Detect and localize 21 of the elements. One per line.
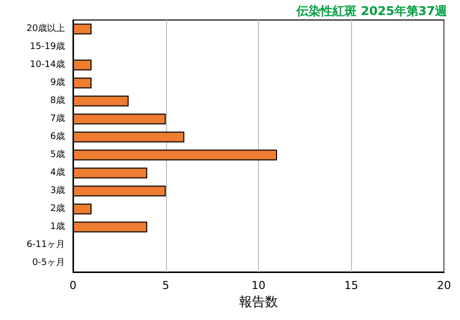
y-tick-label: 6歳	[50, 131, 65, 142]
y-tick-label: 10-14歳	[30, 59, 65, 70]
y-tick-label: 1歳	[50, 221, 65, 232]
y-tick-label: 7歳	[50, 113, 65, 124]
y-tick-label: 20歳以上	[26, 23, 65, 34]
x-tick-label: 5	[162, 279, 170, 292]
y-tick-label: 5歳	[50, 149, 65, 160]
y-tick-label: 9歳	[50, 77, 65, 88]
y-tick-label: 4歳	[50, 167, 65, 178]
x-axis-title: 報告数	[239, 295, 278, 310]
y-tick-label: 8歳	[50, 95, 65, 106]
y-tick-label: 0-5ヶ月	[32, 258, 65, 268]
y-tick-label: 6-11ヶ月	[26, 240, 65, 250]
y-tick-label: 2歳	[50, 203, 65, 214]
y-tick-label: 15-19歳	[30, 41, 65, 52]
y-tick-label: 3歳	[50, 185, 65, 196]
x-tick-label: 0	[70, 279, 76, 292]
x-tick-label: 20	[437, 279, 451, 292]
x-tick-label: 15	[344, 279, 358, 292]
x-tick-label: 10	[252, 279, 266, 292]
chart-title: 伝染性紅斑 2025年第37週	[296, 4, 448, 18]
